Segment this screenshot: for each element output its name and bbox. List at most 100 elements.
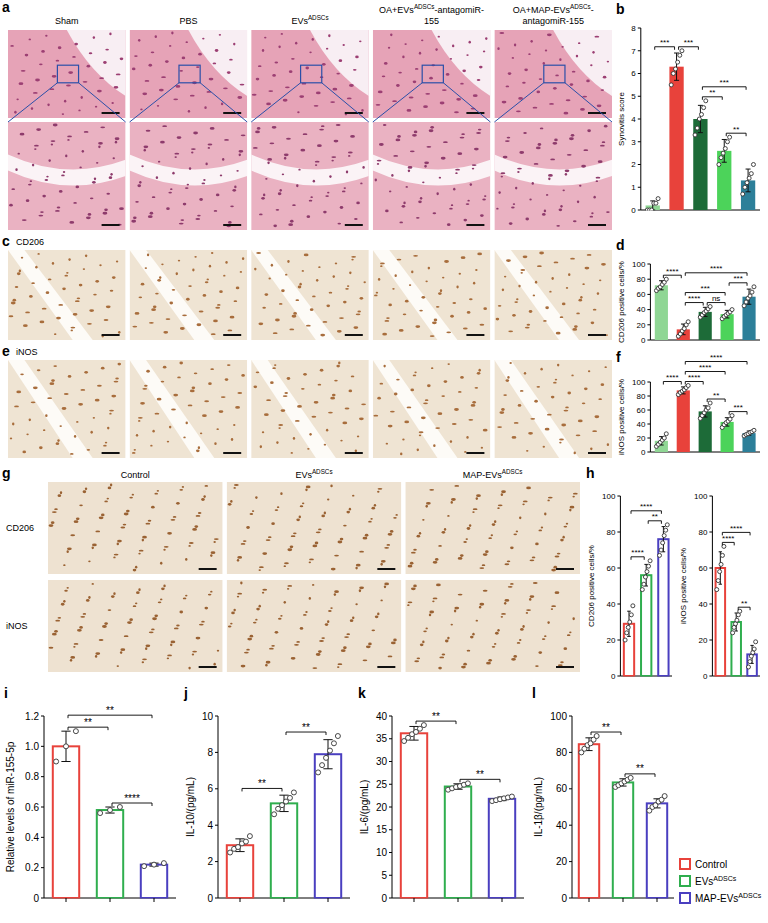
cell (380, 383, 384, 385)
cell (196, 66, 200, 68)
cell (210, 591, 212, 593)
cell (451, 204, 453, 206)
cell (148, 215, 153, 218)
cell (52, 633, 57, 636)
cell (517, 168, 522, 170)
cell (354, 218, 358, 220)
error-cap (719, 584, 722, 585)
cell (142, 539, 144, 542)
cell (513, 533, 517, 535)
cell (266, 103, 271, 106)
cell (459, 273, 461, 275)
cell (313, 180, 315, 183)
cell (514, 422, 519, 424)
y-tick-label: 80 (636, 392, 645, 401)
cell (157, 490, 159, 492)
cell (425, 399, 429, 401)
cell (405, 300, 409, 303)
cell (508, 330, 513, 332)
cell (532, 182, 534, 185)
cell (111, 395, 116, 398)
cell (483, 553, 488, 556)
cell (529, 310, 533, 313)
cell (265, 178, 267, 180)
cell (252, 94, 257, 96)
cell (451, 498, 456, 501)
cell (315, 164, 317, 166)
cell (576, 434, 581, 436)
cell (590, 447, 592, 450)
cell (160, 599, 162, 601)
cell (424, 161, 429, 164)
cell (339, 317, 344, 319)
column-title: Sham (55, 16, 79, 26)
column-title: OA+EVsADSCs-antagomiR- (379, 3, 484, 15)
cell (311, 416, 316, 418)
cell (196, 515, 201, 517)
scale-bar (199, 666, 217, 668)
data-point (748, 294, 752, 298)
y-tick-label: 20 (376, 802, 388, 813)
text-run: OA+MAP- (513, 5, 554, 15)
cell (213, 663, 215, 666)
cell (551, 605, 556, 607)
cell (499, 411, 504, 414)
data-point (662, 436, 666, 440)
cell (168, 192, 172, 194)
cell (20, 133, 25, 136)
cell (482, 199, 486, 201)
cell (316, 279, 318, 282)
cell (233, 609, 235, 612)
cell (327, 192, 329, 194)
cell (604, 125, 608, 128)
cell (384, 62, 388, 65)
cell (479, 603, 484, 606)
cell (267, 158, 272, 161)
cell (33, 92, 38, 94)
cell (200, 432, 202, 434)
cell (185, 558, 187, 561)
cell (279, 303, 283, 305)
cell (54, 333, 56, 335)
cell (359, 40, 361, 42)
cell (42, 308, 47, 310)
cell (208, 144, 213, 146)
cell (436, 306, 440, 308)
cell (52, 511, 57, 513)
significance-label: *** (660, 38, 669, 47)
text-run: OA+EVs (379, 5, 414, 15)
cell (217, 650, 219, 652)
cell (135, 312, 140, 315)
cell (523, 501, 528, 503)
data-point (751, 163, 755, 167)
he-zoom (8, 122, 126, 230)
cell (417, 657, 421, 659)
significance-label: ** (302, 722, 310, 733)
cell (351, 376, 355, 378)
cell (25, 312, 30, 314)
text-run: antagomiR- (438, 5, 485, 15)
cell (23, 324, 28, 327)
cell (216, 428, 218, 430)
cell (230, 316, 235, 319)
scale-bar (199, 568, 217, 570)
ihc-image (130, 360, 248, 458)
cell (178, 260, 180, 262)
cell (540, 128, 544, 130)
cell (407, 604, 409, 606)
cell (156, 176, 158, 179)
cell (388, 533, 393, 536)
cell (506, 259, 511, 262)
cell (142, 388, 147, 390)
cell (81, 96, 83, 99)
cell (143, 145, 148, 148)
scale-bar (556, 666, 574, 668)
cell (64, 393, 69, 395)
cell (282, 173, 284, 175)
cell (161, 263, 163, 265)
data-point (659, 548, 663, 552)
significance-label: *** (720, 78, 729, 87)
cell (316, 653, 321, 656)
cell (530, 559, 535, 561)
cell (221, 396, 226, 398)
